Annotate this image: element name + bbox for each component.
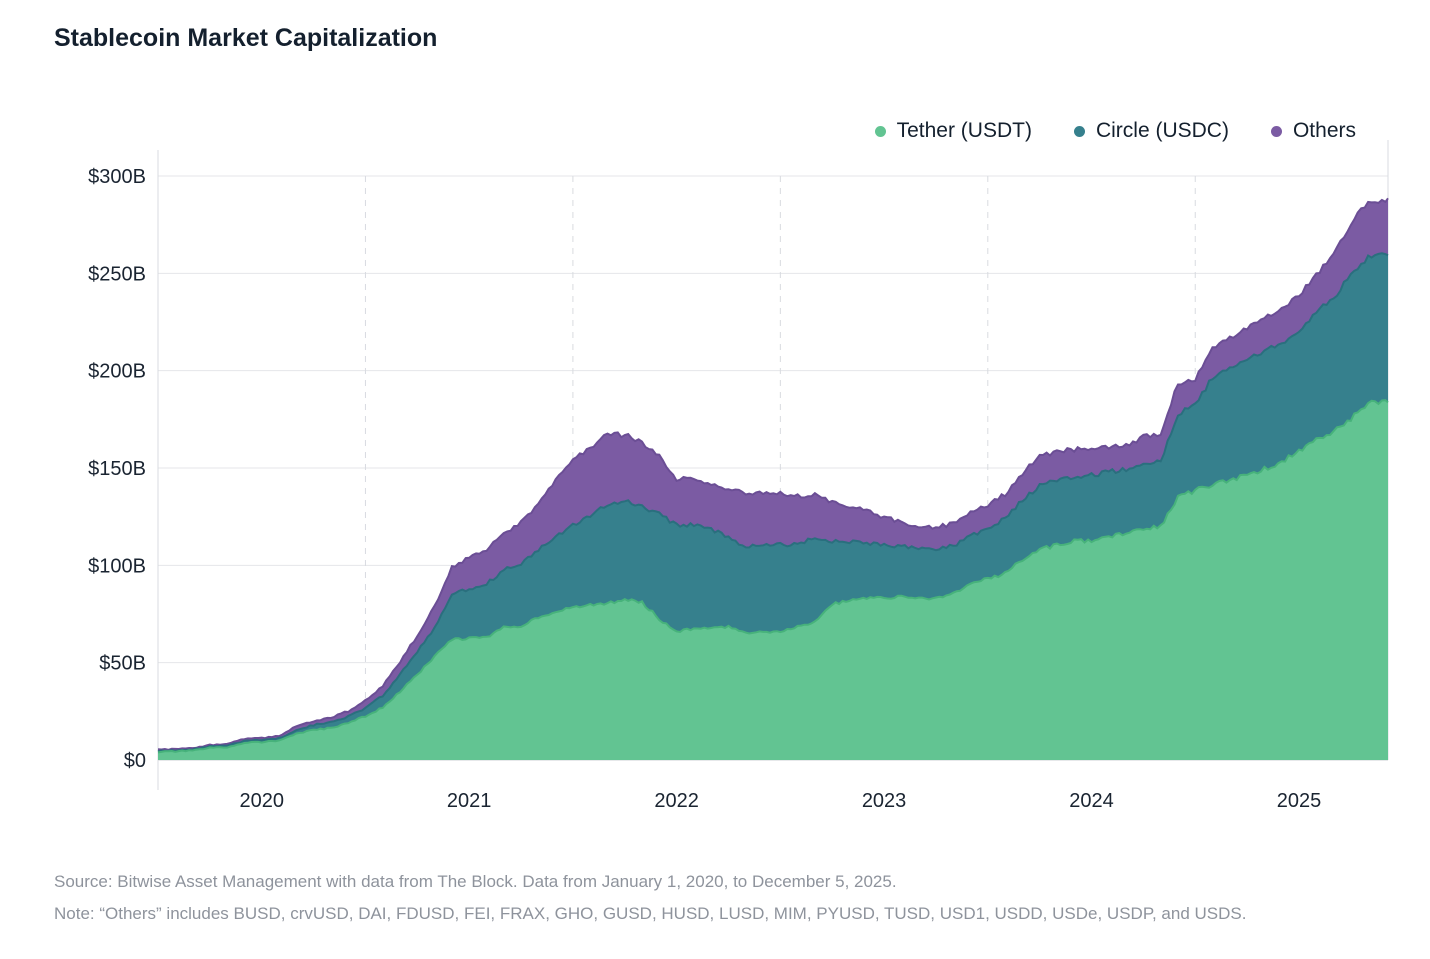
x-axis-tick-label: 2021 bbox=[447, 790, 492, 812]
legend-item-tether-usdt: Tether (USDT) bbox=[874, 119, 1032, 143]
others-definition-note: Note: “Others” includes BUSD, crvUSD, DA… bbox=[54, 904, 1247, 923]
source-note: Source: Bitwise Asset Management with da… bbox=[54, 872, 897, 891]
y-axis-tick-label: $0 bbox=[124, 750, 146, 772]
y-axis-tick-label: $50B bbox=[99, 653, 146, 675]
x-axis-tick-label: 2025 bbox=[1277, 790, 1322, 812]
y-axis-tick-label: $100B bbox=[88, 555, 146, 577]
legend-item-circle-usdc: Circle (USDC) bbox=[1073, 119, 1229, 143]
legend-label-tether-usdt: Tether (USDT) bbox=[896, 119, 1032, 142]
legend-dot-others-icon bbox=[1270, 125, 1282, 137]
x-axis-tick-label: 2024 bbox=[1069, 790, 1114, 812]
x-axis-tick-label: 2022 bbox=[654, 790, 699, 812]
tether-usdt-area bbox=[158, 400, 1388, 760]
y-axis-tick-label: $250B bbox=[88, 263, 146, 285]
x-axis-tick-label: 2023 bbox=[862, 790, 907, 812]
y-axis-tick-label: $200B bbox=[88, 361, 146, 383]
chart-title: Stablecoin Market Capitalization bbox=[54, 24, 438, 52]
legend-label-circle-usdc: Circle (USDC) bbox=[1095, 119, 1229, 142]
legend-dot-tether-icon bbox=[874, 125, 886, 137]
chart-legend: Tether (USDT) Circle (USDC) Others bbox=[874, 119, 1356, 143]
y-axis-tick-label: $300B bbox=[88, 166, 146, 188]
legend-label-others: Others bbox=[1292, 119, 1356, 142]
legend-dot-circle-icon bbox=[1073, 125, 1085, 137]
tether-usdt-edge bbox=[157, 399, 1389, 754]
others-edge bbox=[157, 197, 1389, 751]
x-axis-tick-label: 2020 bbox=[239, 790, 284, 812]
y-axis-tick-label: $150B bbox=[88, 458, 146, 480]
circle-usdc-edge bbox=[157, 252, 1389, 753]
legend-item-others: Others bbox=[1270, 119, 1356, 143]
